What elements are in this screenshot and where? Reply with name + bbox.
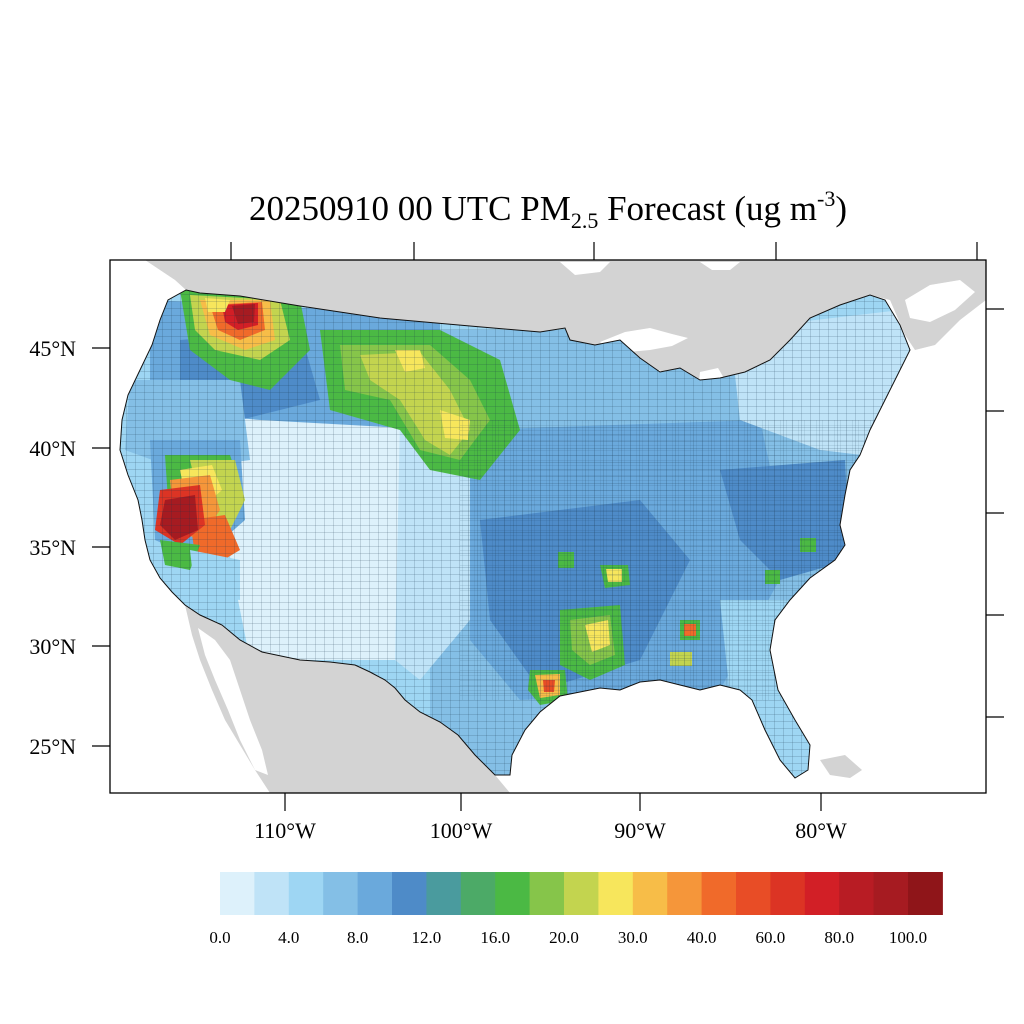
colorbar-swatch	[460, 872, 496, 915]
lat-label-45: 45°N	[29, 336, 76, 361]
canada-landmass	[145, 260, 986, 380]
colorbar-swatch	[220, 872, 255, 915]
colorbar-tick-label: 8.0	[347, 928, 368, 947]
colorbar-swatch	[495, 872, 531, 915]
left-ticks	[92, 347, 110, 747]
mexico-landmass	[185, 605, 510, 793]
lat-label-40: 40°N	[29, 436, 76, 461]
colorbar-swatch	[254, 872, 290, 915]
map-frame	[109, 259, 987, 794]
title-main: 20250910 00 UTC PM	[249, 189, 571, 228]
us-pm25-field	[120, 290, 910, 778]
top-ticks	[230, 242, 978, 260]
lon-label-80: 80°W	[795, 818, 847, 843]
colorbar-swatch	[632, 872, 668, 915]
lon-label-110: 110°W	[254, 818, 316, 843]
colorbar-swatch	[598, 872, 634, 915]
colorbar-swatch	[426, 872, 462, 915]
colorbar-swatch	[323, 872, 359, 915]
bottom-ticks	[284, 793, 822, 811]
right-ticks	[986, 308, 1004, 718]
longitude-labels: 110°W 100°W 90°W 80°W	[254, 818, 847, 843]
title-subscript: 2.5	[571, 208, 599, 233]
colorbar-tick-label: 30.0	[618, 928, 648, 947]
colorbar: 0.0 4.0 8.0 12.0 16.0 20.0 30.0 40.0 60.0 80.0 100…	[209, 872, 943, 947]
colorbar-tick-label: 80.0	[824, 928, 854, 947]
lat-label-35: 35°N	[29, 535, 76, 560]
colorbar-swatch	[667, 872, 703, 915]
colorbar-swatch	[873, 872, 909, 915]
map-title: 20250910 00 UTC PM2.5 Forecast (ug m-3)	[249, 186, 847, 233]
colorbar-swatch	[392, 872, 427, 915]
colorbar-swatch	[529, 872, 565, 915]
colorbar-swatch	[736, 872, 771, 915]
colorbar-labels: 0.0 4.0 8.0 12.0 16.0 20.0 30.0 40.0 60.0 80.0 100…	[209, 928, 927, 947]
lat-label-25: 25°N	[29, 734, 76, 759]
colorbar-tick-label: 12.0	[412, 928, 442, 947]
canada-water-east	[905, 280, 975, 322]
cuba-island	[820, 755, 862, 778]
colorbar-tick-label: 40.0	[687, 928, 717, 947]
colorbar-tick-label: 100.0	[889, 928, 927, 947]
colorbar-swatch	[908, 872, 943, 915]
colorbar-swatch	[288, 872, 324, 915]
us-outline	[119, 289, 911, 779]
colorbar-swatch	[701, 872, 737, 915]
canada-water-north	[560, 262, 740, 275]
colorbar-tick-label: 60.0	[756, 928, 786, 947]
title-middle: Forecast (ug m	[598, 189, 817, 228]
colorbar-tick-label: 16.0	[480, 928, 510, 947]
colorbar-tick-label: 20.0	[549, 928, 579, 947]
colorbar-swatch	[804, 872, 840, 915]
title-end: )	[835, 189, 847, 228]
lon-label-100: 100°W	[430, 818, 493, 843]
latitude-labels: 45°N 40°N 35°N 30°N 25°N	[29, 336, 76, 759]
colorbar-swatch	[839, 872, 875, 915]
colorbar-tick-label: 4.0	[278, 928, 299, 947]
colorbar-swatch	[357, 872, 393, 915]
lon-label-90: 90°W	[614, 818, 666, 843]
colorbar-swatch	[770, 872, 806, 915]
map-panel	[110, 260, 986, 793]
colorbar-swatch	[564, 872, 599, 915]
lat-label-30: 30°N	[29, 634, 76, 659]
title-superscript: -3	[817, 186, 835, 211]
colorbar-tick-label: 0.0	[209, 928, 230, 947]
colorbar-swatches	[220, 872, 943, 915]
gulf-of-california	[198, 628, 268, 775]
